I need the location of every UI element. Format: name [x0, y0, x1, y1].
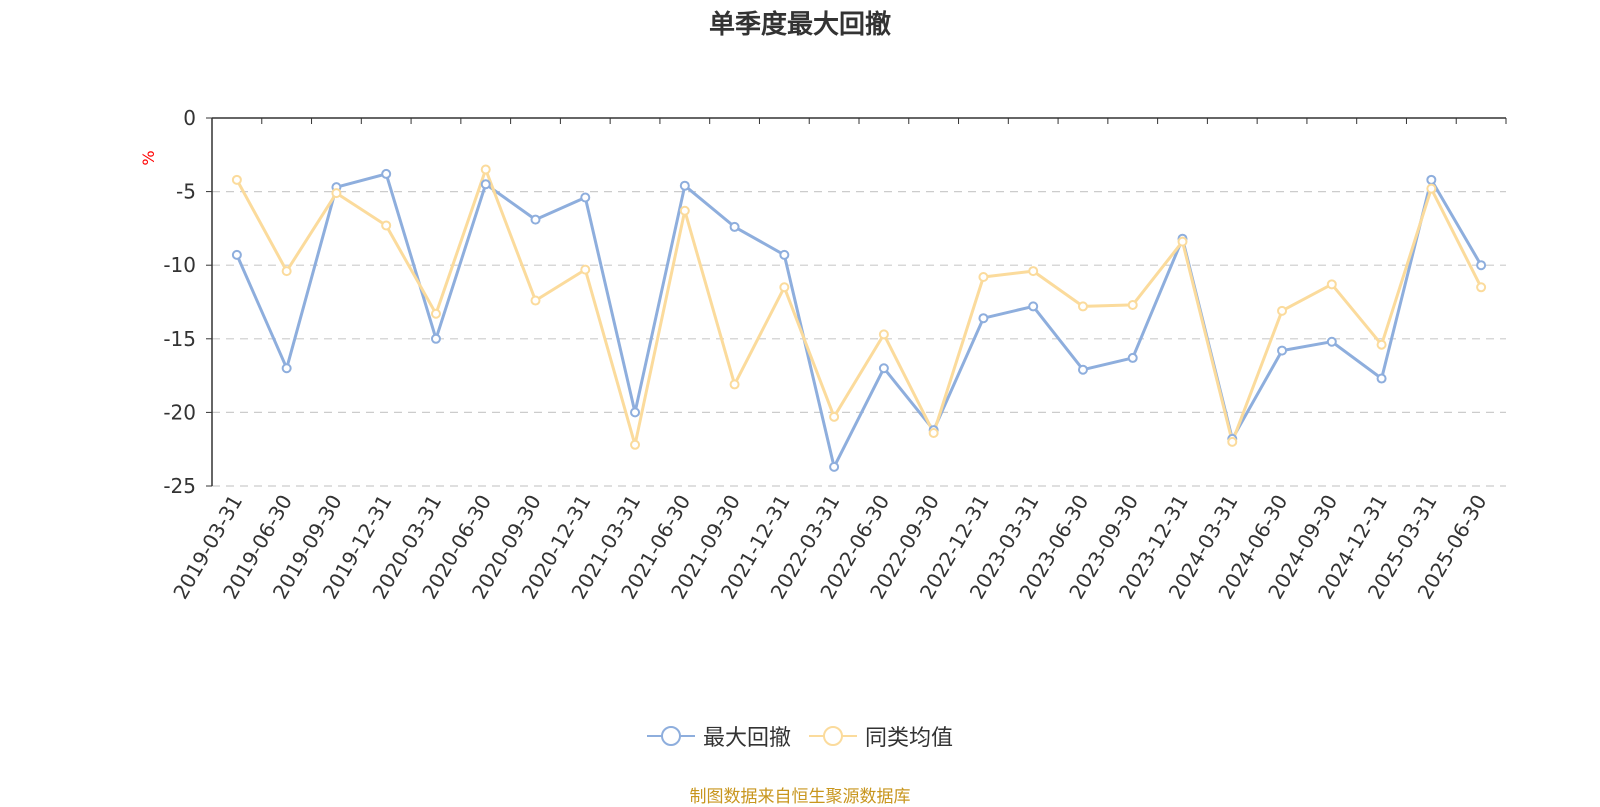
series-2-point [729, 379, 740, 390]
series-1-point [580, 192, 591, 203]
y-tick-label: -5 [176, 180, 196, 204]
series-1-point [1326, 336, 1337, 347]
y-tick-label: -20 [163, 400, 196, 424]
series-1-point [1426, 174, 1437, 185]
series-line-2 [235, 168, 1483, 447]
series-2-point [1476, 282, 1487, 293]
series-2-point [231, 174, 242, 185]
series-1-point [530, 214, 541, 225]
y-tick-label: 0 [183, 106, 196, 130]
chart-title: 单季度最大回撤 [708, 10, 891, 40]
series-1-point [829, 461, 840, 472]
series-2-point [430, 308, 441, 319]
series-1-point [1127, 352, 1138, 363]
series-1-point [1376, 373, 1387, 384]
series-2-point [580, 264, 591, 275]
series-1-point [1028, 301, 1039, 312]
grid-layer [212, 191, 1506, 487]
series-2-point [1376, 339, 1387, 350]
series-1-point [381, 168, 392, 179]
series-1-point [630, 407, 641, 418]
legend-marker-1 [646, 726, 695, 746]
series-2-point [978, 271, 989, 282]
series-1-point [978, 313, 989, 324]
series-2-point [480, 164, 491, 175]
y-tick-label: -10 [163, 253, 196, 277]
legend: 最大回撤 同类均值 [0, 720, 1600, 752]
series-2-point [679, 205, 690, 216]
series-line-1 [235, 172, 1483, 469]
series-2-point [281, 266, 292, 277]
series-1-point [779, 249, 790, 260]
series-2-point [1177, 236, 1188, 247]
series-2-point [829, 411, 840, 422]
series-layer [231, 164, 1487, 472]
series-2-point [1127, 299, 1138, 310]
series-2-point [630, 439, 641, 450]
series-2-point [1227, 436, 1238, 447]
series-1-point [729, 221, 740, 232]
legend-item-series-1[interactable]: 最大回撤 [646, 720, 791, 752]
series-2-point [928, 428, 939, 439]
y-tick-label: -15 [163, 327, 196, 351]
series-2-point [1028, 266, 1039, 277]
series-2-point [1077, 301, 1088, 312]
legend-label-1: 最大回撤 [702, 726, 791, 751]
series-2-point [381, 220, 392, 231]
series-2-point [331, 188, 342, 199]
source-note: 制图数据来自恒生聚源数据库 [689, 787, 911, 807]
series-1-point [1277, 345, 1288, 356]
series-1-point [430, 333, 441, 344]
series-2-point [779, 282, 790, 293]
series-1-point [281, 363, 292, 374]
series-1-point [1476, 260, 1487, 271]
series-1-point [878, 363, 889, 374]
series-2-point [530, 295, 541, 306]
series-1-point [231, 249, 242, 260]
legend-label-2: 同类均值 [865, 726, 954, 751]
series-2-point [1426, 183, 1437, 194]
legend-item-series-2[interactable]: 同类均值 [809, 720, 953, 752]
series-2-point [878, 329, 889, 340]
series-1-point [679, 180, 690, 191]
legend-marker-2 [809, 726, 857, 746]
series-1-point [480, 179, 491, 190]
series-2-point [1277, 305, 1288, 316]
y-axis-label: % [139, 150, 158, 165]
series-1-point [1077, 364, 1088, 375]
y-tick-label: -25 [163, 474, 196, 498]
series-2-point [1326, 279, 1337, 290]
